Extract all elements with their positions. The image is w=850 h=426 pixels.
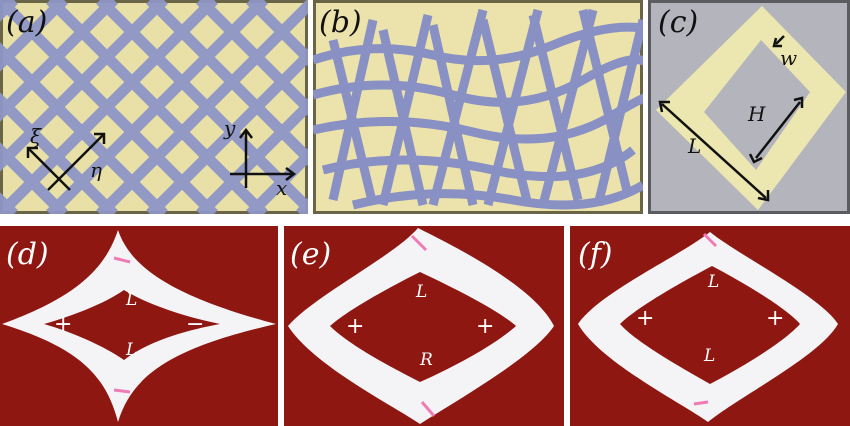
- edge-label-top: L: [416, 282, 428, 302]
- axis-label-x: x: [276, 176, 288, 200]
- panel-label: (c): [658, 5, 699, 40]
- panel-label: (b): [319, 5, 362, 40]
- edge-label-top: L: [708, 272, 720, 292]
- xy-axes: [230, 127, 297, 188]
- axis-label-xi: ξ: [30, 124, 42, 148]
- xi-eta-axes: [26, 132, 106, 191]
- lattice-photo-flat: [0, 0, 308, 214]
- dim-label-L: L: [688, 134, 702, 158]
- strip-photo-e: [284, 226, 564, 426]
- strip-photo-d: [0, 226, 278, 426]
- sign-left: +: [346, 314, 365, 339]
- dim-label-w: w: [780, 46, 798, 70]
- strip-photo-f: [570, 226, 850, 426]
- panel-a: (a) ξ η y x: [0, 0, 308, 214]
- panel-c: (c) w H L: [648, 0, 850, 214]
- dim-label-H: H: [748, 102, 766, 126]
- unit-cell-photo: [648, 0, 850, 214]
- sign-left: +: [636, 306, 655, 331]
- axis-label-eta: η: [90, 158, 102, 182]
- panel-label: (d): [6, 237, 49, 272]
- axis-label-y: y: [224, 116, 236, 140]
- sign-right: −: [186, 312, 205, 337]
- edge-label-bottom: L: [704, 346, 716, 366]
- panel-f: (f) L L + +: [570, 226, 850, 426]
- panel-b: (b): [313, 0, 643, 214]
- panel-d: (d) L L + −: [0, 226, 278, 426]
- dimension-arrows: [658, 35, 804, 202]
- edge-label-top: L: [126, 290, 138, 310]
- sign-right: +: [476, 314, 495, 339]
- panel-label: (f): [578, 237, 613, 272]
- panel-label: (a): [6, 5, 48, 40]
- edge-label-bottom: L: [126, 340, 138, 360]
- sign-right: +: [766, 306, 785, 331]
- panel-label: (e): [290, 237, 332, 272]
- sign-left: +: [54, 312, 73, 337]
- lattice-photo-deformed: [313, 0, 643, 214]
- edge-label-bottom: R: [420, 350, 433, 370]
- panel-e: (e) L R + +: [284, 226, 564, 426]
